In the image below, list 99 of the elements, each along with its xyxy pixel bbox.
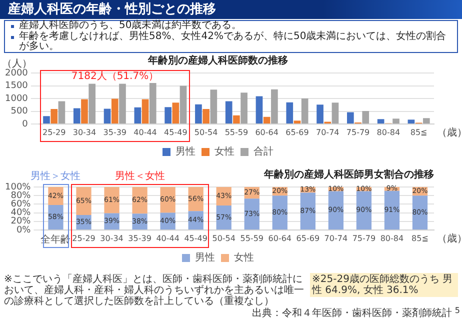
bar — [362, 110, 370, 124]
x-tick-label: 80-84 — [376, 128, 400, 137]
bar — [172, 102, 180, 124]
bar — [142, 99, 149, 124]
bar — [119, 84, 126, 124]
bar — [300, 192, 316, 230]
y-tick-label: 1000 — [5, 94, 28, 104]
text: 男性＞女性 — [30, 171, 81, 183]
x-tick-label: 40-44 — [134, 128, 157, 137]
x-tick-label: 50-54 — [194, 128, 218, 137]
x-tick-label: 45-49 — [184, 234, 208, 243]
bar — [225, 101, 232, 124]
bar — [104, 108, 111, 124]
bar — [195, 104, 202, 124]
bar — [316, 104, 324, 124]
x-tick-label: 65-69 — [286, 128, 309, 137]
text: 年齢を考慮しなければ、男性58%、女性42%であるが、特に50歳未満においては、女性の割合が多い。 — [19, 30, 448, 52]
x-tick-label: 35-39 — [103, 128, 127, 137]
bar — [210, 90, 218, 124]
x-tick-label: 55-59 — [224, 128, 248, 137]
bar — [422, 118, 430, 124]
legend-label: 男性 — [176, 146, 196, 158]
bar — [76, 187, 92, 215]
text: 産婦人科医の年齢・性別ごとの推移 — [0, 0, 462, 19]
x-tick-label: 60-64 — [268, 234, 292, 243]
bar — [50, 108, 58, 124]
bar — [58, 101, 66, 124]
y-tick-label: 500 — [10, 106, 28, 117]
x-axis-title: （歳） — [437, 232, 462, 245]
chart-title: 年齢別の産婦人科医師数の推移 — [147, 54, 288, 67]
x-tick-label: 30-34 — [100, 234, 124, 243]
y-tick-label: 0% — [16, 225, 32, 236]
x-tick-label: 85≦ — [412, 234, 428, 243]
y-tick-label: 2000 — [5, 68, 28, 78]
bar — [233, 115, 240, 124]
bar — [202, 108, 210, 124]
bar — [43, 116, 50, 124]
text: 産婦人科医師のうち、50歳未満は約半数である。 — [19, 20, 242, 31]
y-tick-label: 20% — [10, 216, 32, 227]
bar — [134, 107, 142, 124]
bar — [240, 92, 248, 124]
x-tick-label: 80-84 — [380, 234, 404, 243]
bar — [111, 98, 118, 124]
x-tick-label: 25-29 — [72, 234, 96, 243]
bar — [356, 191, 372, 230]
text: ※ここでいう「産婦人科医」とは、医師・歯科医師・薬剤師統計において、産婦人科・産科・婦人科のうちいずれかを主あるいは唯一の診療科として選択した医師数を計上している（重複なし） — [4, 274, 304, 307]
bar — [244, 198, 260, 230]
text: 男性＜女性 — [114, 171, 165, 183]
bar — [332, 102, 339, 124]
y-tick-label: 40% — [10, 208, 32, 218]
bar — [81, 99, 88, 124]
x-tick-label: 70-74 — [316, 128, 340, 137]
bar — [347, 112, 354, 124]
x-tick-label: 25-29 — [42, 128, 66, 137]
bar — [149, 82, 156, 124]
y-tick-label: 1500 — [5, 81, 28, 92]
bar — [384, 190, 400, 230]
y-tick-label: 100% — [4, 182, 32, 192]
y-tick-label: 60% — [10, 200, 32, 210]
chart-title: 年齢別の産婦人科医師男女割合の推移 — [263, 168, 434, 181]
y-tick-label: 80% — [10, 190, 32, 201]
y-axis-title: （人） — [2, 58, 32, 70]
bar — [294, 120, 301, 124]
x-tick-label: 85≦ — [410, 128, 428, 137]
bar — [408, 120, 415, 124]
x-tick-label: 65-69 — [296, 234, 320, 243]
bar — [256, 96, 263, 124]
text: ※25-29歳の医師総数のうち 男性 64.9%, 女性 36.1% — [310, 273, 458, 297]
x-tick-label: 40-44 — [156, 234, 180, 243]
x-tick-label: 75-79 — [346, 128, 370, 137]
bar — [392, 118, 400, 124]
bar — [104, 187, 120, 214]
x-tick-label: 30-34 — [72, 128, 96, 137]
x-tick-label: 60-64 — [255, 128, 278, 137]
x-axis-title: （歳） — [437, 126, 462, 139]
bar — [377, 119, 384, 124]
legend-label: 男性 — [195, 252, 215, 264]
x-tick-label: 55-59 — [240, 234, 264, 243]
bar — [263, 116, 270, 124]
legend-label: 女性 — [214, 146, 234, 158]
bar — [132, 187, 148, 214]
bar — [180, 86, 187, 124]
legend-label: 女性 — [234, 252, 254, 264]
bar — [73, 108, 80, 124]
annotation: 7182人（51.7%） — [71, 71, 159, 83]
y-tick-label: 0 — [22, 119, 28, 130]
bar — [286, 102, 294, 124]
x-tick-label: 45-49 — [164, 128, 188, 137]
x-tick-label: 75-79 — [352, 234, 376, 243]
bar — [301, 98, 308, 124]
x-tick-label: 70-74 — [324, 234, 348, 243]
text: 5 — [454, 306, 460, 315]
legend-label: 合計 — [254, 146, 274, 158]
source-note: 出典：令和４年医師・歯科医師・薬剤師統計 — [252, 308, 452, 319]
bar — [88, 84, 96, 124]
x-tick-label: 50-54 — [212, 234, 236, 243]
bar — [271, 89, 278, 124]
bar — [164, 107, 172, 124]
x-tick-label: 35-39 — [128, 234, 152, 243]
